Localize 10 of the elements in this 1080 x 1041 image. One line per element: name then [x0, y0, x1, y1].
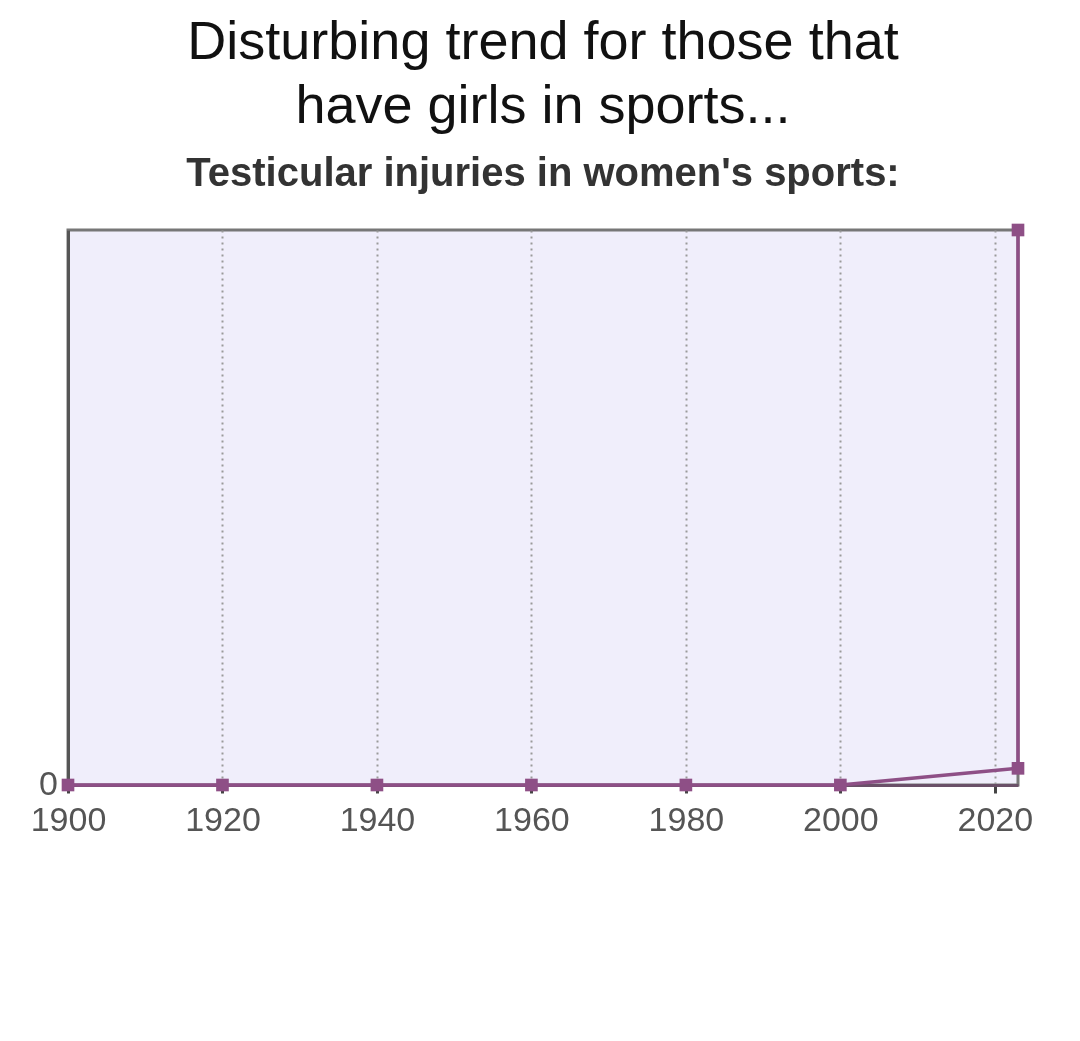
x-tick-label: 1940 — [339, 799, 416, 838]
x-tick-label: 1920 — [185, 799, 261, 838]
x-tick-label: 1900 — [30, 799, 107, 838]
chart-title: Disturbing trend for those that have girls in sports... — [187, 9, 899, 134]
x-tick-label: 1980 — [648, 799, 725, 838]
x-tick-label: 2020 — [957, 799, 1034, 838]
x-tick-label: 1960 — [494, 799, 570, 838]
chart-subtitle: Testicular injuries in women's sports: — [186, 149, 900, 194]
annotation: 0 — [39, 764, 58, 802]
x-tick-label: 2000 — [803, 799, 879, 838]
